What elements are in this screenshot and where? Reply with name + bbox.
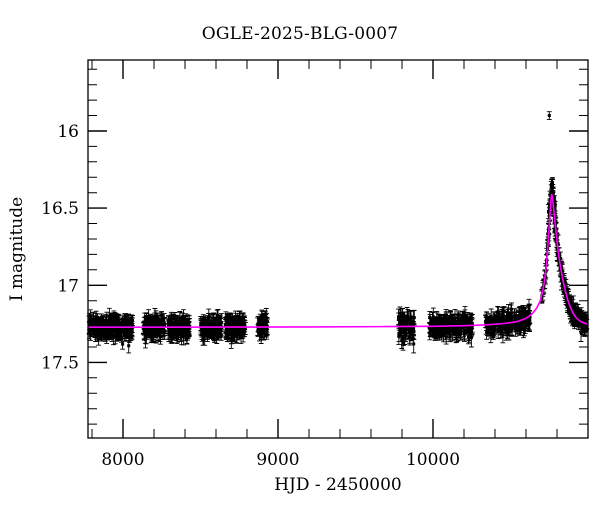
plot-frame bbox=[87, 59, 589, 439]
tick-labels: 8000 9000 10000 16 16.5 17 17.5 bbox=[41, 122, 460, 470]
y-tick-label: 17 bbox=[57, 276, 79, 296]
model-curve bbox=[88, 193, 589, 328]
axis-ticks bbox=[88, 60, 588, 438]
y-tick-label: 16.5 bbox=[41, 199, 79, 219]
x-tick-label: 8000 bbox=[101, 450, 144, 470]
chart-title: OGLE-2025-BLG-0007 bbox=[201, 24, 399, 44]
x-tick-label: 10000 bbox=[406, 450, 460, 470]
y-tick-label: 16 bbox=[57, 122, 79, 142]
x-axis-label: HJD - 2450000 bbox=[274, 475, 402, 495]
x-tick-label: 9000 bbox=[256, 450, 299, 470]
y-tick-label: 17.5 bbox=[41, 353, 79, 373]
